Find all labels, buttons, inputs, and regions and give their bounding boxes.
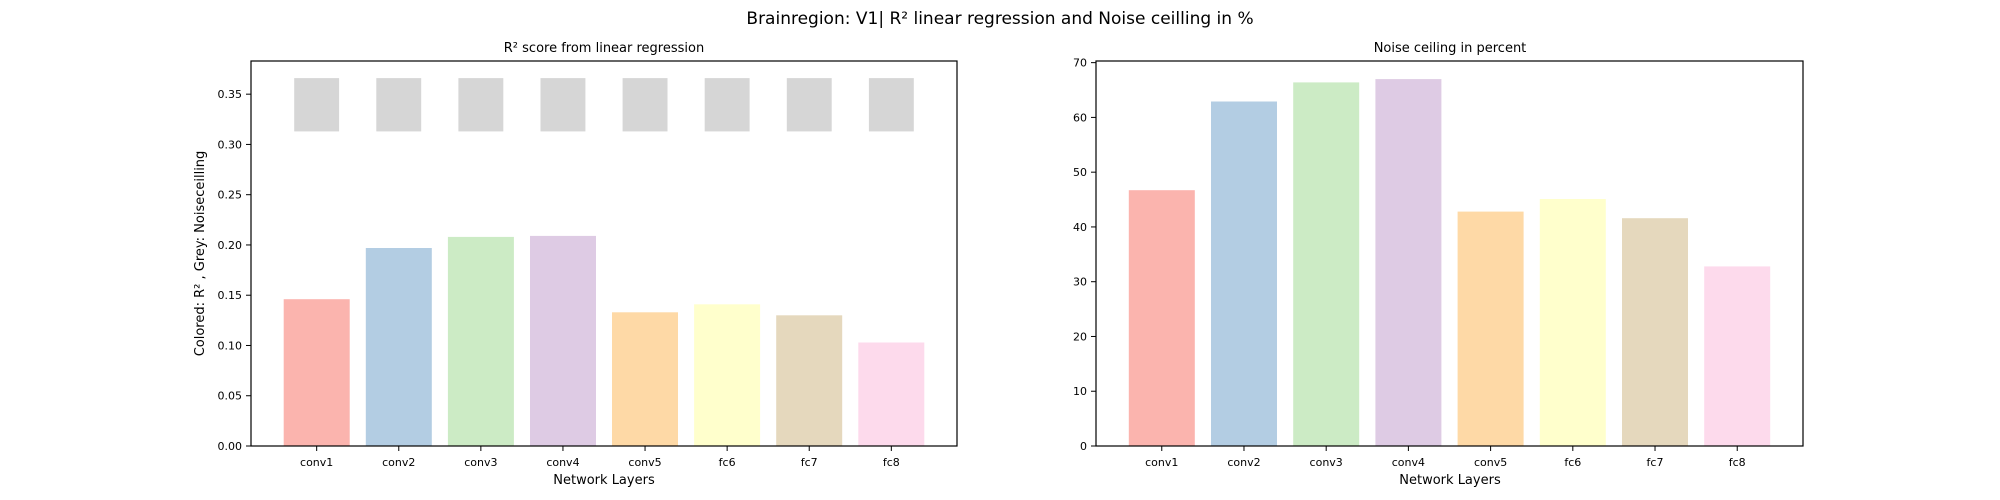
- noise-ceiling-y-tick-label: 40: [1073, 221, 1087, 234]
- noise-ceiling-y-tick-label: 0: [1080, 440, 1087, 453]
- r2-y-tick-label: 0.30: [218, 138, 243, 151]
- r2-bar-fc7: [776, 315, 843, 446]
- r2-y-tick-label: 0.10: [218, 339, 243, 352]
- r2-y-tick-label: 0.35: [218, 88, 243, 101]
- r2-bar-conv2: [365, 248, 432, 446]
- noise-ceiling-y-tick-label: 20: [1073, 330, 1087, 343]
- r2-noise-ceiling-bar-conv5: [622, 78, 668, 132]
- r2-noise-ceiling-bar-conv3: [458, 78, 504, 132]
- r2-x-tick-label-conv3: conv3: [464, 456, 497, 469]
- noise-ceiling-panel: Noise ceiling in percent conv1 conv2 conv3…: [1073, 41, 1804, 488]
- r2-panel-title: R² score from linear regression: [504, 41, 704, 56]
- noise-ceiling-x-tick-label-fc8: fc8: [1729, 456, 1746, 469]
- r2-x-tick-label-fc7: fc7: [801, 456, 818, 469]
- noise-ceiling-y-tick-label: 70: [1073, 57, 1087, 70]
- r2-noise-ceiling-bar-fc8: [868, 78, 914, 132]
- noise-ceiling-bar-fc7: [1622, 218, 1688, 446]
- noise-ceiling-bar-fc8: [1704, 266, 1771, 446]
- noise-ceiling-bar-conv2: [1211, 101, 1277, 446]
- noise-ceiling-y-tick-label: 10: [1073, 385, 1087, 398]
- r2-axes-frame: [250, 60, 958, 447]
- noise-ceiling-x-tick-label-conv5: conv5: [1474, 456, 1507, 469]
- r2-bar-conv1: [283, 299, 350, 446]
- r2-noise-ceiling-bar-conv4: [540, 78, 586, 132]
- noise-ceiling-bar-conv1: [1128, 190, 1195, 446]
- r2-bar-fc8: [858, 342, 925, 446]
- r2-y-tick-label: 0.00: [218, 440, 243, 453]
- noise-ceiling-x-tick-label-conv4: conv4: [1392, 456, 1425, 469]
- noise-ceiling-x-tick-label-conv2: conv2: [1227, 456, 1260, 469]
- r2-noise-ceiling-bar-conv1: [294, 78, 340, 132]
- r2-y-axis-label: Colored: R² , Grey: Noiseceilling: [193, 151, 208, 357]
- r2-y-tick-label: 0.25: [218, 189, 243, 202]
- noise-ceiling-y-tick-label: 30: [1073, 276, 1087, 289]
- noise-ceiling-x-tick-label-fc7: fc7: [1647, 456, 1664, 469]
- noise-ceiling-x-axis-label: Network Layers: [1399, 473, 1501, 488]
- r2-y-tick-label: 0.20: [218, 239, 243, 252]
- noise-ceiling-bar-fc6: [1539, 199, 1606, 446]
- r2-x-tick-label-conv1: conv1: [300, 456, 333, 469]
- noise-ceiling-panel-title: Noise ceiling in percent: [1374, 41, 1527, 56]
- noise-ceiling-bar-conv3: [1293, 82, 1360, 447]
- figure-suptitle: Brainregion: V1| R² linear regression an…: [746, 9, 1253, 29]
- noise-ceiling-x-tick-label-conv1: conv1: [1145, 456, 1178, 469]
- r2-noise-ceiling-bar-conv2: [376, 78, 422, 132]
- r2-x-tick-label-conv4: conv4: [546, 456, 579, 469]
- r2-bar-conv4: [530, 235, 596, 446]
- r2-x-tick-label-conv2: conv2: [382, 456, 415, 469]
- noise-ceiling-y-tick-label: 60: [1073, 111, 1087, 124]
- r2-bar-fc6: [694, 304, 761, 446]
- r2-noise-ceiling-bar-fc7: [786, 78, 832, 132]
- r2-y-tick-label: 0.05: [218, 390, 243, 403]
- noise-ceiling-bar-conv5: [1457, 211, 1524, 446]
- r2-y-tick-label: 0.15: [218, 289, 243, 302]
- r2-x-tick-label-fc8: fc8: [883, 456, 900, 469]
- noise-ceiling-axes-frame: [1095, 60, 1804, 447]
- noise-ceiling-bar-conv4: [1375, 79, 1442, 446]
- r2-panel: R² score from linear regression conv1 con…: [193, 41, 958, 488]
- r2-bar-conv5: [612, 312, 678, 446]
- r2-x-tick-label-fc6: fc6: [719, 456, 736, 469]
- noise-ceiling-x-tick-label-conv3: conv3: [1310, 456, 1343, 469]
- noise-ceiling-plot-area: conv1 conv2 conv3 conv4 conv5 fc6 fc7 fc8 0 10 20 3…: [1073, 57, 1771, 469]
- r2-x-axis-label: Network Layers: [553, 473, 655, 488]
- r2-bar-conv3: [447, 236, 514, 446]
- r2-x-tick-label-conv5: conv5: [628, 456, 661, 469]
- r2-noise-ceiling-bar-fc6: [704, 78, 750, 132]
- noise-ceiling-x-tick-label-fc6: fc6: [1564, 456, 1581, 469]
- r2-plot-area: conv1 conv2 conv3 conv4 conv5 fc6 fc7 fc8 0.00 0.…: [218, 78, 925, 469]
- noise-ceiling-y-tick-label: 50: [1073, 166, 1087, 179]
